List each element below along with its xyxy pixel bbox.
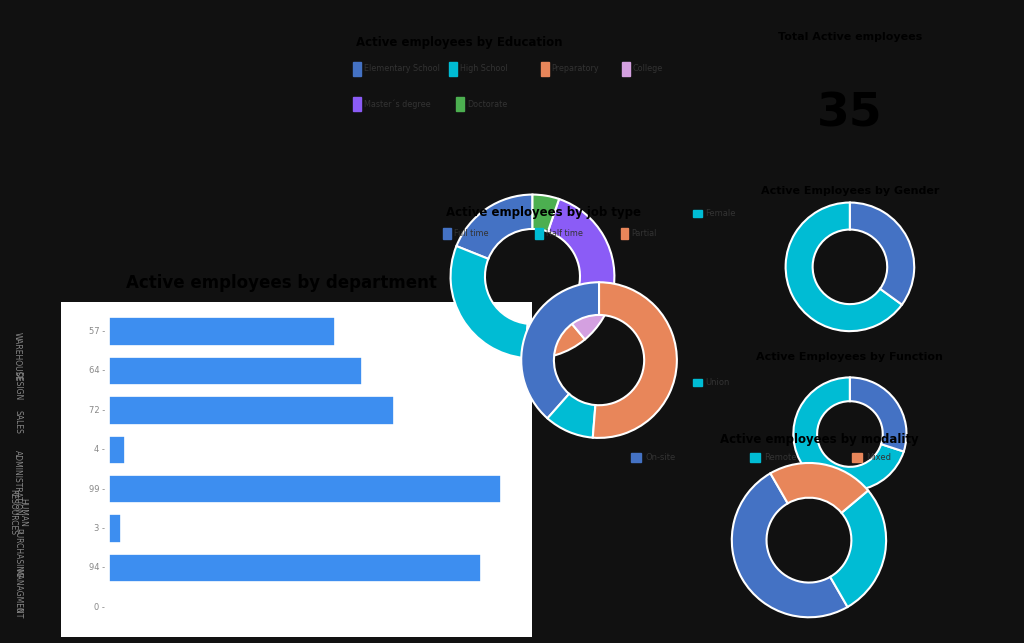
Text: 99 -: 99 - [89, 485, 105, 494]
Wedge shape [850, 203, 914, 305]
Bar [535, 228, 543, 239]
Wedge shape [770, 463, 868, 513]
Wedge shape [785, 203, 902, 331]
Text: Active employees by Education: Active employees by Education [356, 37, 563, 50]
Text: Union: Union [706, 378, 730, 387]
Text: Elementary School: Elementary School [364, 64, 439, 73]
Bar [456, 97, 464, 111]
Text: 4 -: 4 - [94, 445, 105, 454]
Bar [622, 62, 630, 76]
Wedge shape [457, 195, 532, 259]
Text: Active employees by department: Active employees by department [126, 274, 437, 292]
Bar [693, 210, 702, 217]
Bar [852, 453, 862, 462]
Text: 64 -: 64 - [89, 367, 105, 376]
Text: Total Active employees: Total Active employees [778, 32, 922, 42]
Wedge shape [794, 377, 904, 491]
Text: Half time: Half time [546, 229, 583, 238]
Bar [449, 62, 457, 76]
Bar [109, 396, 394, 424]
Wedge shape [451, 246, 527, 358]
Wedge shape [548, 199, 614, 294]
Text: Female: Female [706, 209, 736, 218]
Bar [352, 62, 360, 76]
Text: Mixed: Mixed [866, 453, 891, 462]
Wedge shape [830, 491, 886, 607]
Bar [109, 554, 481, 582]
Wedge shape [563, 287, 612, 340]
Bar [442, 228, 451, 239]
Text: High School: High School [460, 64, 507, 73]
Text: Remote: Remote [764, 453, 797, 462]
Text: Active employees by modality: Active employees by modality [720, 433, 919, 446]
Text: 72 -: 72 - [89, 406, 105, 415]
Text: Doctorate: Doctorate [467, 100, 507, 109]
Text: 35: 35 [817, 91, 883, 136]
Bar [541, 62, 549, 76]
Text: 3 -: 3 - [94, 524, 105, 533]
Bar [621, 228, 629, 239]
Wedge shape [521, 282, 599, 419]
Bar [109, 318, 335, 346]
Wedge shape [548, 394, 595, 438]
Wedge shape [732, 473, 848, 617]
Text: Full time: Full time [454, 229, 488, 238]
Bar [109, 435, 125, 464]
Text: College: College [633, 64, 664, 73]
Text: On-site: On-site [645, 453, 676, 462]
Text: Active employees by job type: Active employees by job type [446, 206, 641, 219]
Bar [631, 453, 641, 462]
Bar [352, 97, 360, 111]
Bar [109, 357, 362, 385]
Text: 94 -: 94 - [89, 563, 105, 572]
Text: Active Employees by Gender: Active Employees by Gender [761, 186, 939, 195]
Text: Partial: Partial [632, 229, 657, 238]
Bar [109, 475, 501, 503]
Bar [693, 379, 702, 386]
Text: Preparatory: Preparatory [552, 64, 599, 73]
Text: 57 -: 57 - [89, 327, 105, 336]
Bar [750, 453, 760, 462]
Wedge shape [593, 282, 677, 438]
Text: 0 -: 0 - [94, 602, 105, 611]
Text: Active Employees by Function: Active Employees by Function [757, 352, 943, 362]
Wedge shape [850, 377, 906, 451]
Bar [109, 514, 121, 543]
Text: Master´s degree: Master´s degree [364, 100, 430, 109]
Wedge shape [524, 313, 585, 358]
Wedge shape [532, 195, 559, 231]
